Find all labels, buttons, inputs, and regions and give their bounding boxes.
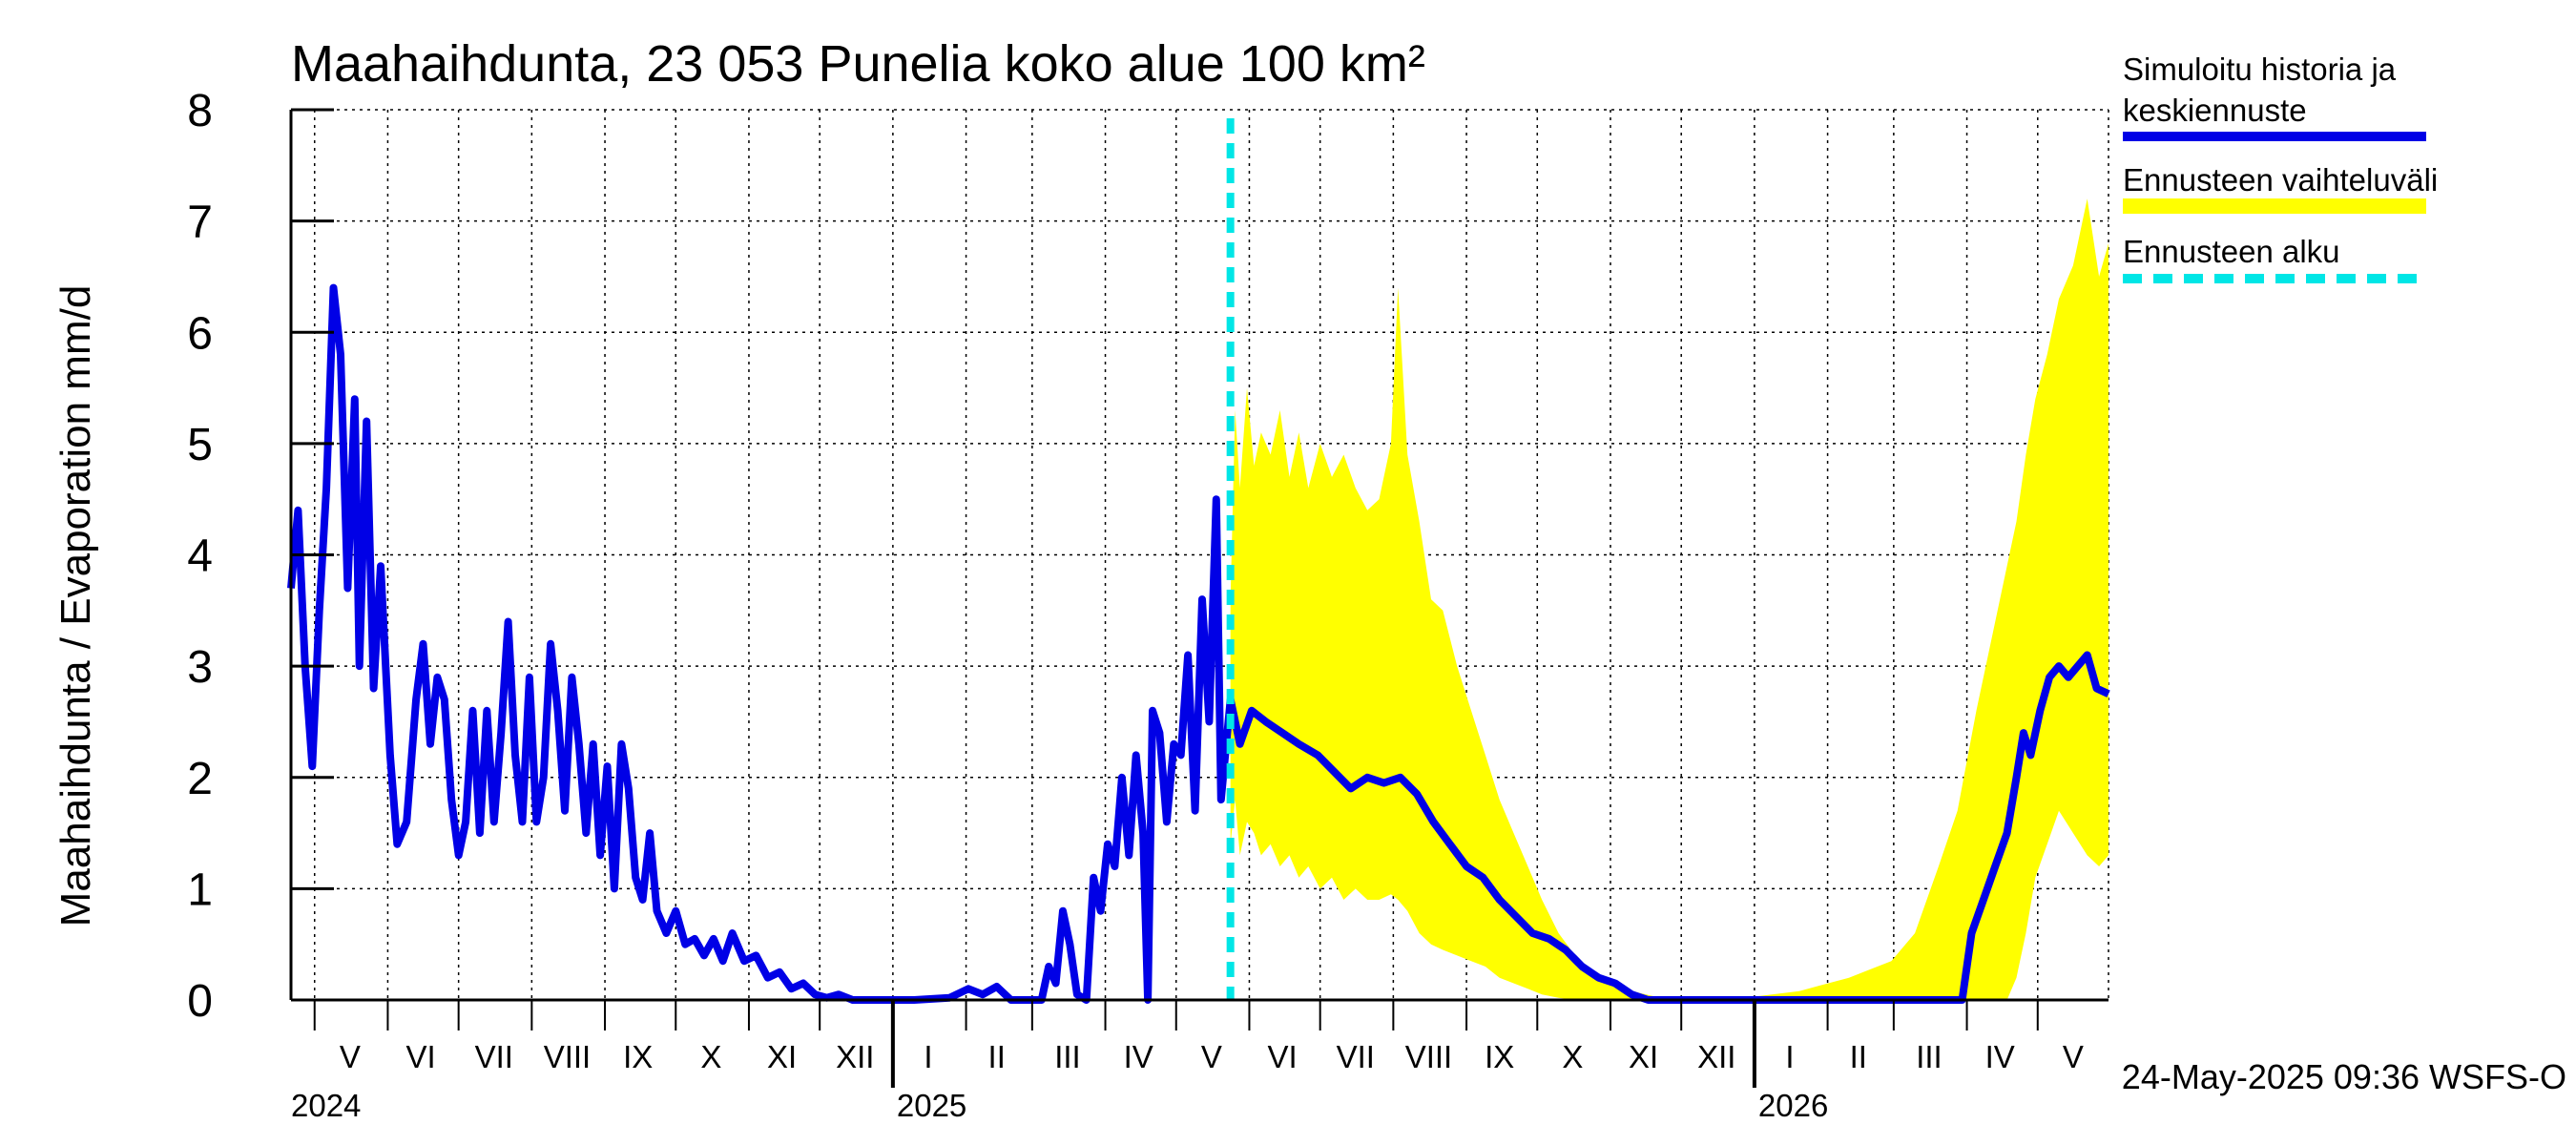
month-label: IX [1485, 1039, 1514, 1074]
year-label: 2025 [897, 1088, 966, 1123]
history-line-layer [287, 283, 2110, 1004]
month-label: V [1201, 1039, 1222, 1074]
month-label: IV [1985, 1039, 2015, 1074]
month-label: XI [1629, 1039, 1658, 1074]
month-label: I [924, 1039, 932, 1074]
y-tick-labels: 0 1 2 3 4 5 6 7 8 [187, 86, 213, 1027]
month-label: XI [767, 1039, 797, 1074]
footer-timestamp: 24-May-2025 09:36 WSFS-O [2122, 1057, 2566, 1096]
month-label: III [1916, 1039, 1942, 1074]
y-tick-label: 3 [187, 642, 213, 693]
month-label: X [1562, 1039, 1583, 1074]
legend-history-label-line2: keskiennuste [2123, 93, 2307, 128]
y-tick-label: 1 [187, 864, 213, 915]
month-label: IV [1124, 1039, 1153, 1074]
y-tick-label: 2 [187, 754, 213, 804]
month-label: V [340, 1039, 361, 1074]
axes [289, 108, 2109, 1088]
year-label: 2024 [291, 1088, 361, 1123]
y-axis-label: Maahaihdunta / Evaporation mm/d [52, 285, 99, 927]
forecast-range-area [1230, 198, 2109, 1001]
legend-range-label: Ennusteen vaihteluväli [2123, 162, 2438, 198]
month-label: X [700, 1039, 721, 1074]
month-label: XII [836, 1039, 874, 1074]
year-label: 2026 [1758, 1088, 1828, 1123]
month-label: VI [1267, 1039, 1297, 1074]
y-tick-label: 4 [187, 531, 213, 582]
y-tick-label: 6 [187, 308, 213, 359]
legend: Simuloitu historia ja keskiennuste Ennus… [2123, 52, 2438, 283]
y-tick-label: 7 [187, 198, 213, 248]
month-label: II [1850, 1039, 1867, 1074]
history-mean-line [287, 283, 2110, 1004]
month-label: IX [623, 1039, 653, 1074]
grid [291, 109, 2109, 1000]
month-label: VIII [1405, 1039, 1453, 1074]
month-label: VII [475, 1039, 513, 1074]
y-tick-label: 5 [187, 420, 213, 470]
legend-history-label-line1: Simuloitu historia ja [2123, 52, 2397, 87]
month-label: XII [1697, 1039, 1735, 1074]
y-tick-label: 0 [187, 976, 213, 1027]
forecast-range-band [1230, 198, 2109, 1001]
month-label: VII [1337, 1039, 1375, 1074]
month-label: III [1054, 1039, 1081, 1074]
month-label: V [2063, 1039, 2084, 1074]
chart-title: Maahaihdunta, 23 053 Punelia koko alue 1… [291, 35, 1425, 93]
legend-forecast-start-label: Ennusteen alku [2123, 234, 2340, 269]
month-label: VIII [544, 1039, 592, 1074]
y-tick-label: 8 [187, 86, 213, 136]
x-tick-labels: V VI VII VIII IX X XI XII I II III IV V VI VII VIII IX X X… [291, 1039, 2084, 1123]
month-label: VI [405, 1039, 435, 1074]
month-label: I [1785, 1039, 1794, 1074]
month-label: II [988, 1039, 1006, 1074]
